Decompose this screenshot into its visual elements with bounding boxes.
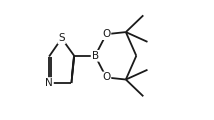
Text: N: N <box>45 78 53 88</box>
Text: O: O <box>102 72 110 82</box>
Text: O: O <box>102 29 110 39</box>
Text: B: B <box>92 51 99 61</box>
Text: S: S <box>58 33 65 43</box>
